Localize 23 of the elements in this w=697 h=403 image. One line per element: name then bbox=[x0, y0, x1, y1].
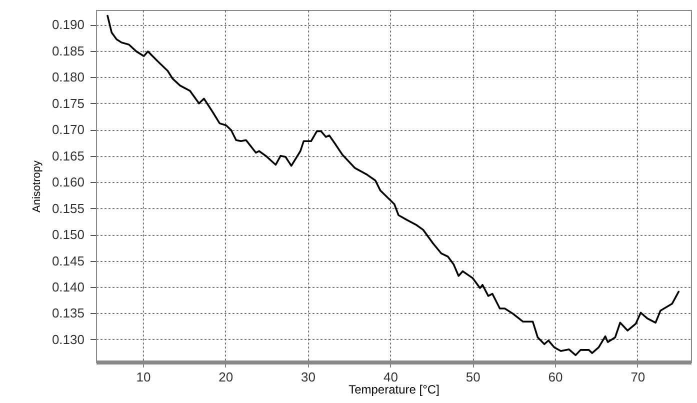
y-tick-label: 0.190 bbox=[52, 17, 84, 32]
y-tick-label: 0.155 bbox=[52, 200, 84, 216]
x-tick-label: 10 bbox=[136, 370, 151, 384]
line-series bbox=[106, 14, 680, 356]
x-axis-title: Temperature [°C] bbox=[348, 382, 440, 396]
y-tick-label: 0.140 bbox=[52, 279, 84, 294]
y-tick-label: 0.180 bbox=[52, 70, 84, 85]
x-tick-label: 60 bbox=[548, 370, 563, 384]
y-tick-label: 0.165 bbox=[52, 148, 84, 164]
y-tick-label: 0.130 bbox=[52, 332, 84, 347]
y-tick-label: 0.145 bbox=[52, 253, 84, 268]
y-tick-label: 0.185 bbox=[52, 43, 84, 58]
y-tick-label: 0.160 bbox=[52, 174, 84, 190]
y-tick-label: 0.135 bbox=[52, 306, 84, 321]
x-tick-label: 50 bbox=[466, 370, 480, 384]
y-axis-title: Anisotropy bbox=[30, 160, 43, 212]
x-tick-label: 30 bbox=[301, 370, 316, 384]
y-tick-label: 0.175 bbox=[52, 96, 84, 111]
x-tick-label: 20 bbox=[218, 370, 234, 384]
x-tick-label: 70 bbox=[630, 370, 646, 384]
y-tick-label: 0.170 bbox=[52, 122, 84, 138]
y-tick-label: 0.150 bbox=[52, 227, 84, 242]
x-tick-label: 40 bbox=[383, 370, 398, 384]
